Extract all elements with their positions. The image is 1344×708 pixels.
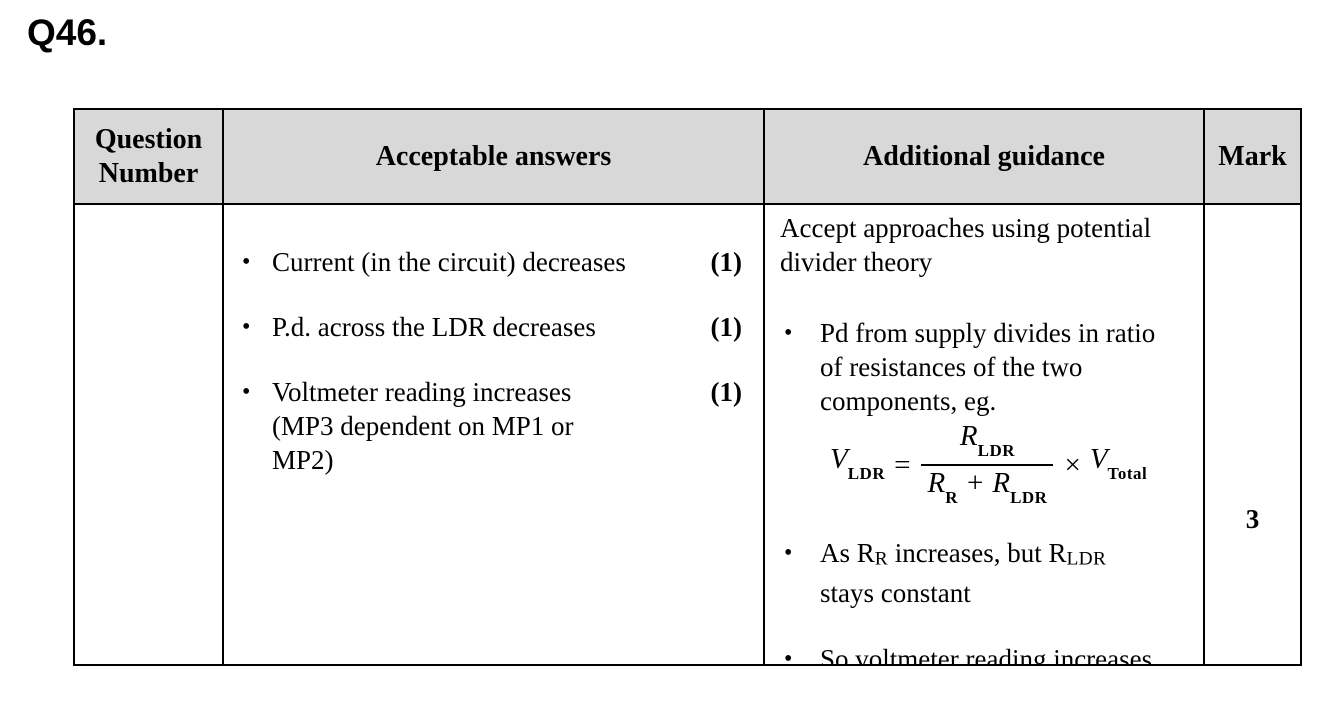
bullet-icon: •: [784, 645, 793, 664]
guidance-item: • So voltmeter reading increases (MP3 de…: [784, 642, 1195, 664]
guidance-line: As RR increases, but RLDR: [820, 537, 1107, 569]
guidance-intro-line: divider theory: [780, 247, 933, 277]
header-additional-guidance: Additional guidance: [763, 108, 1205, 205]
mark-point-badge: (1): [710, 377, 742, 407]
question-title: Q46.: [27, 12, 108, 53]
answer-line: MP2): [272, 445, 334, 475]
table-body-row: • Current (in the circuit) decreases (1)…: [73, 203, 1302, 666]
answer-line: P.d. across the LDR decreases: [272, 312, 596, 342]
bullet-icon: •: [242, 379, 251, 405]
fraction-numerator: RLDR: [959, 420, 1016, 460]
header-acceptable-answers: Acceptable answers: [222, 108, 765, 205]
guidance-item: • Pd from supply divides in ratio of res…: [784, 316, 1195, 510]
guidance-line: So voltmeter reading increases: [820, 643, 1153, 664]
cell-question-number: [73, 203, 224, 666]
cell-acceptable-answers: • Current (in the circuit) decreases (1)…: [222, 203, 765, 666]
table-header-row: Question Number Acceptable answers Addit…: [73, 108, 1302, 205]
answer-line: Voltmeter reading increases: [272, 377, 572, 407]
guidance-line: Pd from supply divides in ratio: [820, 318, 1156, 348]
bullet-icon: •: [242, 314, 251, 340]
cell-additional-guidance: Accept approaches using potential divide…: [763, 203, 1205, 666]
fraction-denominator: RR + RLDR: [921, 463, 1054, 510]
guidance-intro-line: Accept approaches using potential: [780, 213, 1152, 243]
answer-item: • Voltmeter reading increases (MP3 depen…: [234, 375, 742, 477]
formula-rhs: VTotal: [1089, 443, 1148, 484]
mark-scheme-table: Question Number Acceptable answers Addit…: [73, 108, 1302, 666]
mark-point-badge: (1): [710, 312, 742, 342]
equals-sign: =: [894, 448, 911, 481]
header-question-number-label: Question Number: [94, 123, 203, 189]
header-mark: Mark: [1203, 108, 1302, 205]
potential-divider-formula: VLDR = RLDR RR + RLDR × VTotal: [830, 420, 1195, 510]
bullet-icon: •: [784, 320, 793, 346]
guidance-line: of resistances of the two: [820, 352, 1083, 382]
guidance-item: • As RR increases, but RLDR stays consta…: [784, 536, 1195, 610]
answer-line: (MP3 dependent on MP1 or: [272, 411, 574, 441]
formula-lhs: VLDR: [830, 443, 886, 484]
answer-line: Current (in the circuit) decreases: [272, 247, 626, 277]
answer-item: • P.d. across the LDR decreases (1): [234, 310, 742, 344]
guidance-intro: Accept approaches using potential divide…: [780, 211, 1195, 279]
bullet-icon: •: [242, 249, 251, 275]
mark-point-badge: (1): [710, 247, 742, 277]
formula-fraction: RLDR RR + RLDR: [921, 420, 1054, 510]
times-sign: ×: [1064, 448, 1081, 481]
guidance-line: components, eg.: [820, 386, 997, 416]
header-question-number: Question Number: [73, 108, 224, 205]
guidance-line: stays constant: [820, 577, 971, 608]
answer-item: • Current (in the circuit) decreases (1): [234, 245, 742, 279]
mark-value: 3: [1245, 504, 1260, 534]
cell-mark: 3: [1203, 203, 1302, 666]
bullet-icon: •: [784, 539, 793, 566]
question-number-empty: [75, 205, 222, 664]
